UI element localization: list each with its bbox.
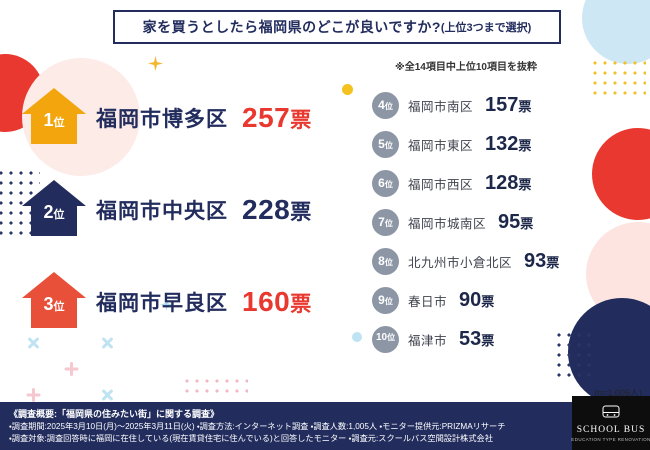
decor-dots-navy-right xyxy=(554,330,598,380)
area-name-9: 春日市 xyxy=(408,295,448,309)
area-name-2: 福岡市中央区 xyxy=(96,200,228,223)
footer-line-2: ・調査期間:2025年3月10日(月)〜2025年3月11日(火) ・調査方法:… xyxy=(9,422,506,431)
extract-note: ※全14項目中上位10項目を抜粋 xyxy=(395,62,537,73)
house-icon-rank1: 1位 xyxy=(22,88,86,148)
votes-6: 128 票 xyxy=(485,172,532,194)
title-main-text: 家を買うとしたら福岡県のどこが良いですか? xyxy=(142,19,441,35)
house-roof xyxy=(22,272,86,298)
decor-dot-yellow-small xyxy=(342,84,353,95)
decor-dots-yellow-topright xyxy=(590,58,646,96)
footer-line-3: ・調査対象:調査回答時に福岡に在住している(現在賃貸住宅に住んでいる)と回答した… xyxy=(9,434,493,444)
ranking-item-2: 2位 福岡市中央区 228 票 xyxy=(22,180,311,240)
decor-cross-blue-1 xyxy=(26,336,40,350)
school-bus-logo: SCHOOL BUS EDUCATION TYPE RENOVATION xyxy=(571,396,650,450)
area-name-8: 北九州市小倉北区 xyxy=(408,256,513,270)
decor-plus-pink-1 xyxy=(64,362,78,376)
votes-1: 257 票 xyxy=(242,102,312,133)
house-icon-rank3: 3位 xyxy=(22,272,86,332)
house-body xyxy=(31,298,77,328)
votes-10: 53 票 xyxy=(459,328,495,350)
house-roof xyxy=(22,88,86,114)
area-name-6: 福岡市西区 xyxy=(408,178,474,192)
decor-plus-pink-2 xyxy=(26,388,40,402)
logo-name-text: SCHOOL BUS xyxy=(576,424,646,435)
house-body xyxy=(31,114,77,144)
votes-4: 157 票 xyxy=(485,94,532,116)
house-body xyxy=(31,206,77,236)
area-name-4: 福岡市南区 xyxy=(408,100,474,114)
sample-size-note: (n=1,005人) xyxy=(594,388,642,398)
decor-sparkle-yellow xyxy=(148,56,163,71)
area-name-5: 福岡市東区 xyxy=(408,139,474,153)
votes-5: 132 票 xyxy=(485,133,532,155)
footer-line-1: 《調査概要:「福岡県の住みたい街」に関する調査》 xyxy=(9,409,219,419)
rank-label-2: 2位 xyxy=(43,202,65,222)
votes-9: 90 票 xyxy=(459,289,495,311)
decor-dot-blue-small xyxy=(352,332,362,342)
votes-8: 93 票 xyxy=(524,250,560,272)
house-icon-rank2: 2位 xyxy=(22,180,86,240)
rank-label-1: 1位 xyxy=(43,110,65,130)
decor-cross-blue-2 xyxy=(100,336,114,350)
school-bus-logo-icon xyxy=(602,405,620,423)
ranking-item-3: 3位 福岡市早良区 160 票 xyxy=(22,272,311,332)
page-title: 家を買うとしたら福岡県のどこが良いですか? (上位3つまで選択) xyxy=(113,10,561,44)
survey-footer: 《調査概要:「福岡県の住みたい街」に関する調査》 ・調査期間:2025年3月10… xyxy=(0,402,650,450)
rank-label-3: 3位 xyxy=(43,294,65,314)
votes-3: 160 票 xyxy=(242,286,312,317)
area-name-1: 福岡市博多区 xyxy=(96,108,228,131)
votes-7: 95 票 xyxy=(498,211,534,233)
rank-badge-10: 10 位 xyxy=(372,326,399,353)
area-name-10: 福津市 xyxy=(408,334,448,348)
decor-circle-red-right xyxy=(592,128,650,220)
area-name-3: 福岡市早良区 xyxy=(96,292,228,315)
logo-subtitle-text: EDUCATION TYPE RENOVATION xyxy=(571,436,650,442)
decor-dots-pink-bottom xyxy=(182,376,248,396)
decor-cross-blue-3 xyxy=(100,388,114,402)
area-name-7: 福岡市城南区 xyxy=(408,217,487,231)
votes-2: 228 票 xyxy=(242,194,312,225)
decor-circle-blue-topright xyxy=(582,0,650,64)
house-roof xyxy=(22,180,86,206)
ranking-item-10: 10 位 福津市 53 票 xyxy=(372,320,577,359)
ranking-item-1: 1位 福岡市博多区 257 票 xyxy=(22,88,311,148)
title-sub-text: (上位3つまで選択) xyxy=(440,22,532,34)
